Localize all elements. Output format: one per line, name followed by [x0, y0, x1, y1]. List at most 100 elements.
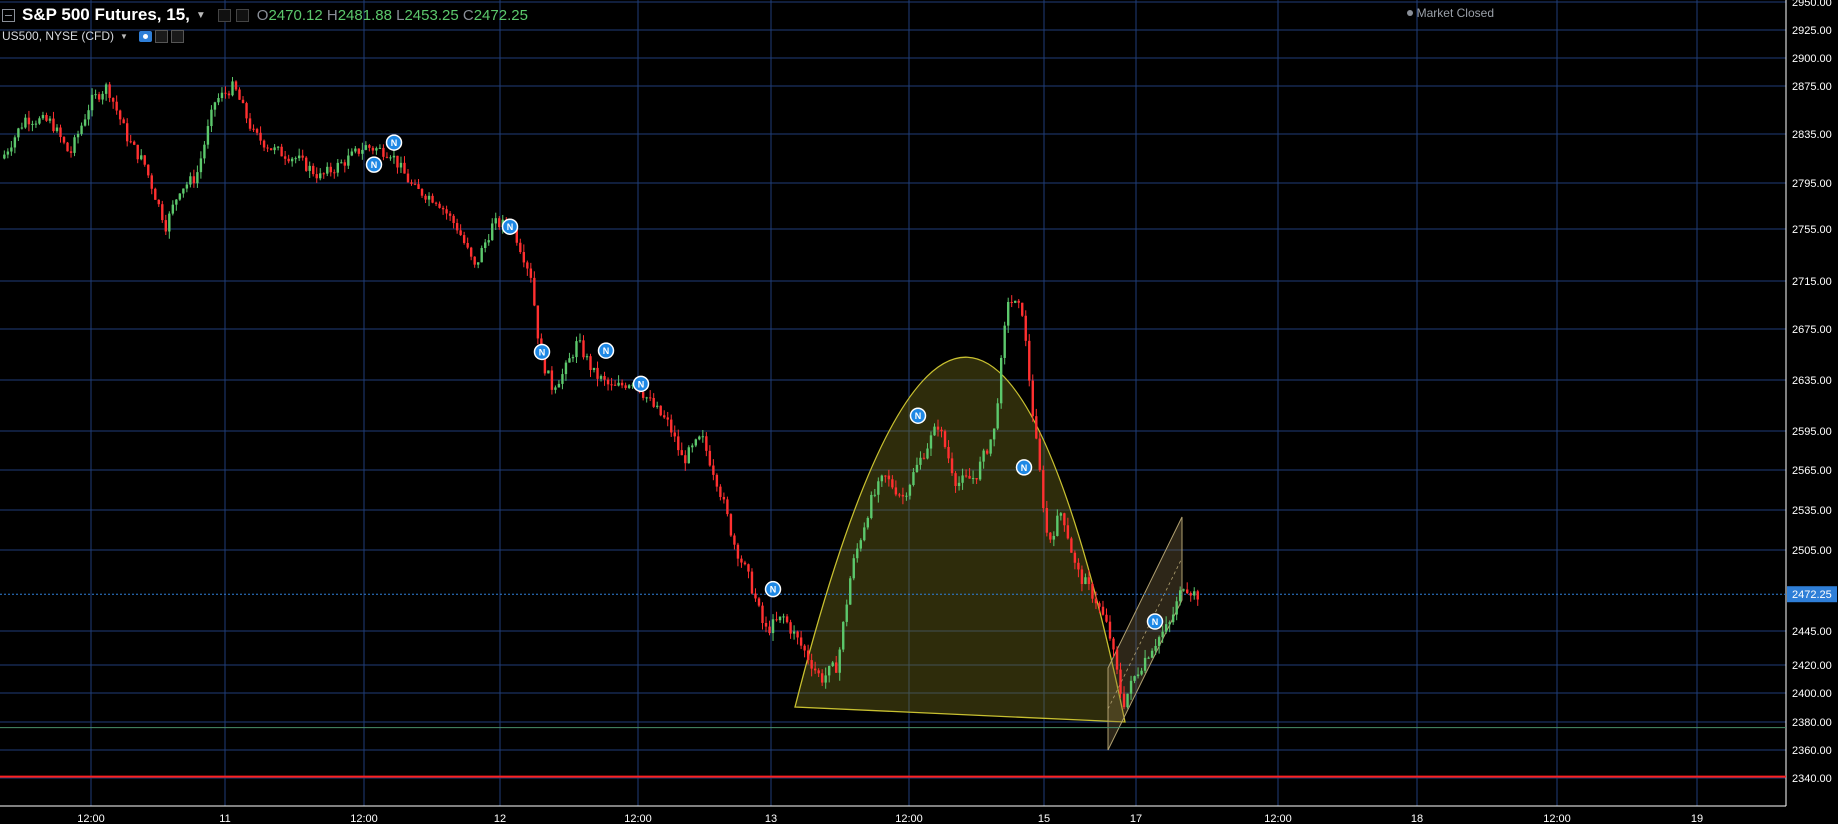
candle-body: [10, 147, 13, 152]
candle-body: [684, 455, 687, 464]
x-tick-label: 12:00: [1264, 813, 1292, 824]
candle-body: [1066, 525, 1070, 539]
candle-body: [827, 665, 831, 676]
candle-body: [796, 631, 799, 638]
news-icon-letter: N: [1152, 617, 1159, 627]
y-tick-label: 2472.25: [1792, 589, 1832, 601]
candle-body: [901, 494, 905, 497]
candle-body: [59, 127, 62, 138]
news-icon-letter: N: [539, 347, 546, 357]
news-icon: [365, 156, 383, 173]
candle-body: [1119, 669, 1122, 694]
candle-body: [968, 475, 971, 479]
candle-body: [859, 540, 862, 549]
candlestick-series: [3, 76, 1199, 710]
candle-body: [1105, 614, 1108, 622]
symbol-dropdown-icon[interactable]: ▼: [195, 9, 206, 21]
candle-body: [371, 147, 375, 151]
candle-body: [392, 155, 396, 158]
candle-body: [312, 165, 315, 175]
candle-body: [519, 242, 522, 253]
candle-body: [185, 184, 189, 189]
candle-body: [950, 458, 954, 474]
candle-body: [1063, 513, 1066, 526]
candle-body: [863, 527, 866, 541]
candle-body: [27, 117, 31, 125]
candle-body: [1094, 598, 1098, 604]
candle-body: [34, 123, 38, 125]
news-marker[interactable]: N: [632, 375, 650, 393]
candle-body: [677, 436, 680, 451]
candle-body: [171, 204, 175, 214]
candle-body: [820, 673, 824, 683]
instrument-dropdown-icon[interactable]: ▼: [120, 31, 128, 41]
candle-body: [929, 435, 933, 449]
remove-icon[interactable]: [170, 29, 184, 43]
candle-body: [708, 450, 712, 466]
candle-body: [529, 268, 533, 278]
candle-body: [143, 155, 146, 165]
candle-body: [694, 439, 698, 446]
close-series-icon[interactable]: [235, 8, 249, 22]
news-icon-letter: N: [915, 411, 922, 421]
x-tick-label: 13: [765, 813, 777, 824]
candle-body: [1052, 535, 1056, 540]
candle-body: [936, 426, 940, 430]
news-marker[interactable]: N: [764, 580, 782, 598]
candle-body: [252, 128, 255, 130]
candle-body: [491, 223, 494, 241]
y-tick-label: 2755.00: [1792, 224, 1832, 236]
news-marker[interactable]: N: [533, 343, 551, 361]
x-tick-label: 15: [1038, 813, 1050, 824]
candle-body: [575, 341, 578, 358]
candle-body: [322, 173, 325, 175]
candle-body: [1112, 638, 1115, 650]
news-marker[interactable]: N: [1146, 613, 1164, 630]
candle-body: [38, 118, 41, 124]
candle-body: [469, 247, 473, 257]
candle-body: [1003, 325, 1006, 358]
high-value: 2481.88: [337, 6, 392, 24]
candle-body: [178, 193, 182, 200]
candle-body: [940, 429, 943, 432]
news-marker[interactable]: N: [597, 342, 615, 359]
candle-body: [663, 415, 666, 418]
instrument-label[interactable]: US500, NYSE (CFD): [2, 29, 115, 43]
candle-body: [1028, 340, 1031, 381]
candle-body: [617, 382, 620, 386]
candle-body: [641, 392, 645, 398]
settings-icon[interactable]: [154, 29, 168, 43]
candle-body: [452, 215, 455, 224]
news-marker[interactable]: N: [385, 134, 403, 151]
settings-icon[interactable]: [217, 8, 231, 22]
news-icon: [597, 342, 615, 359]
visibility-eye-icon[interactable]: [138, 30, 152, 42]
candle-body: [431, 195, 434, 203]
news-icon: [1146, 613, 1164, 630]
candle-body: [915, 464, 919, 473]
symbol-title[interactable]: S&P 500 Futures, 15,: [22, 5, 190, 24]
instrument-row: US500, NYSE (CFD) ▼: [2, 28, 184, 44]
news-marker[interactable]: N: [1015, 459, 1033, 476]
candle-body: [1059, 513, 1063, 516]
candle-body: [101, 93, 104, 100]
candle-body: [887, 475, 891, 480]
news-marker[interactable]: N: [501, 218, 519, 235]
candle-body: [729, 514, 733, 536]
candle-body: [1168, 622, 1171, 625]
candle-body: [1091, 584, 1094, 599]
candle-body: [206, 126, 210, 145]
candle-body: [340, 162, 343, 164]
candle-body: [733, 535, 736, 545]
candle-body: [947, 446, 950, 459]
candle-body: [434, 202, 438, 204]
candle-body: [726, 499, 729, 515]
candle-body: [908, 485, 912, 496]
news-marker[interactable]: N: [909, 407, 927, 424]
collapse-legend-icon[interactable]: [2, 8, 15, 22]
candle-body: [782, 616, 785, 618]
time-axis: 12:00 11 12:00 12 12:00 13 12:00 15 17 12:00 18 12:…: [77, 813, 1703, 824]
news-marker[interactable]: N: [365, 156, 383, 173]
candle-body: [350, 151, 354, 156]
